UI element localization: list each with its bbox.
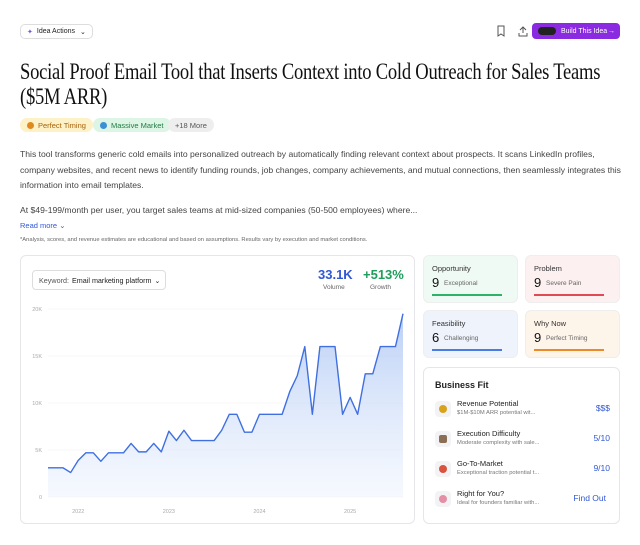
fit-value[interactable]: Find Out	[573, 493, 606, 503]
keyword-label: Keyword:	[39, 275, 69, 285]
line	[48, 313, 404, 474]
tag: Perfect Timing	[20, 118, 93, 132]
metric-card: Opportunity 9 Exceptional	[423, 255, 518, 303]
keyword-select[interactable]: Keyword: Email marketing platform ⌄	[32, 270, 166, 290]
metric-score: 9	[534, 330, 542, 345]
metric-card: Problem 9 Severe Pain	[525, 255, 620, 303]
metric-label: Perfect Timing	[546, 335, 588, 342]
chart: 0 5K 10K 15K 20K 2022 2023 2024 2025	[32, 307, 404, 515]
fit-name: Execution Difficulty	[457, 429, 521, 438]
x-tick-label: 2023	[163, 509, 175, 515]
fit-desc: $1M-$10M ARR potential wit...	[457, 410, 536, 416]
page-title: Social Proof Email Tool that Inserts Con…	[20, 59, 601, 110]
idea-actions-button[interactable]: ✦ Idea Actions ⌄	[20, 24, 93, 39]
tag: Massive Market	[93, 118, 171, 132]
fit-value: $$$	[595, 403, 610, 413]
x-tick-label: 2025	[344, 509, 356, 515]
y-tick-label: 5K	[35, 448, 42, 454]
metric-label: Exceptional	[444, 280, 478, 287]
metric-card: Why Now 9 Perfect Timing	[525, 310, 620, 358]
metric-name: Problem	[534, 264, 562, 273]
tag-label: Massive Market	[111, 120, 164, 130]
keyword: Email marketing platform	[71, 275, 152, 285]
fit-name: Right for You?	[457, 489, 505, 498]
fit-row: Revenue Potential $1M-$10M ARR potential …	[435, 397, 610, 425]
fit-value: 9/10	[593, 463, 610, 473]
label: Read more	[20, 221, 58, 230]
y-tick-label: 10K	[32, 401, 42, 407]
fit-value: 5/10	[593, 433, 610, 443]
area	[48, 313, 403, 497]
toolbar-icons[interactable]	[495, 25, 529, 37]
business-fit-card	[423, 367, 620, 524]
description: At $49-199/month per user, you target sa…	[20, 205, 418, 215]
y-tick-label: 0	[39, 495, 42, 501]
volume: 33.1K	[318, 267, 353, 282]
volume-label: Volume	[323, 284, 345, 291]
disclaimer: *Analysis, scores, and revenue estimates…	[20, 237, 368, 243]
business-fit-title: Business Fit	[435, 380, 489, 390]
fit-name: Go-To-Market	[457, 459, 503, 468]
metric-label: Challenging	[444, 335, 479, 342]
x-tick-label: 2024	[253, 509, 265, 515]
metric-name: Feasibility	[432, 319, 466, 328]
metric-score: 9	[432, 275, 440, 290]
metric-name: Why Now	[534, 319, 567, 328]
fit-desc: Ideal for founders familiar with...	[457, 500, 540, 506]
fit-row[interactable]: Right for You? Ideal for founders familia…	[435, 487, 610, 515]
y-tick-label: 15K	[32, 354, 42, 360]
tag-label: +18 More	[175, 120, 207, 130]
fit-name: Revenue Potential	[457, 399, 519, 408]
metric-label: Severe Pain	[546, 280, 582, 287]
fit-desc: Moderate complexity with sale...	[457, 440, 540, 446]
description: This tool transforms generic cold emails…	[20, 149, 621, 190]
read-more[interactable]: Read more ⌄	[20, 221, 66, 230]
build-button[interactable]: Build This Idea →	[532, 23, 620, 39]
metric-name: Opportunity	[432, 264, 471, 273]
metric-card: Feasibility 6 Challenging	[423, 310, 518, 358]
fit-row: Execution Difficulty Moderate complexity …	[435, 427, 610, 455]
label: Idea Actions	[36, 28, 76, 35]
fit-desc: Exceptional traction potential t...	[457, 470, 540, 476]
metric-score: 6	[432, 330, 440, 345]
tag-label: Perfect Timing	[38, 120, 86, 130]
fit-row: Go-To-Market Exceptional traction potenti…	[435, 457, 610, 485]
label: Build This Idea	[561, 27, 608, 35]
y-tick-label: 20K	[32, 307, 42, 313]
x-tick-label: 2022	[72, 509, 84, 515]
tag[interactable]: +18 More	[168, 118, 214, 132]
metric-score: 9	[534, 275, 542, 290]
growth-label: Growth	[370, 284, 391, 291]
growth: +513%	[363, 267, 404, 282]
